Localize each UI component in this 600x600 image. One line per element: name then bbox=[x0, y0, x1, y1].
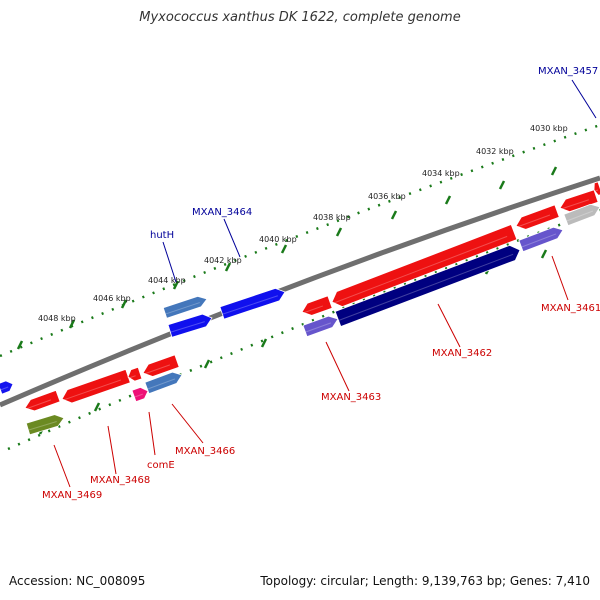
gene-label: hutH bbox=[150, 230, 174, 241]
gene-label: MXAN_3469 bbox=[42, 490, 102, 501]
gene-feature bbox=[167, 313, 213, 338]
gene-label: comE bbox=[147, 460, 175, 471]
label-leader bbox=[437, 303, 461, 348]
scale-tick bbox=[390, 210, 398, 220]
scale-label: 4044 kbp bbox=[148, 276, 186, 285]
gene-feature bbox=[142, 354, 180, 377]
gene-feature bbox=[302, 315, 339, 338]
label-leader bbox=[148, 411, 156, 456]
label-leader bbox=[223, 218, 241, 258]
gene-feature bbox=[518, 226, 564, 253]
scale-tick bbox=[203, 359, 211, 369]
label-leader bbox=[551, 255, 569, 301]
gene-feature bbox=[331, 224, 518, 308]
inner-dotted-track bbox=[7, 208, 600, 451]
gene-label: MXAN_3468 bbox=[90, 475, 150, 486]
gene-label: MXAN_3461 bbox=[541, 303, 600, 314]
gene-features bbox=[0, 181, 600, 436]
scale-labels: 4048 kbp 4046 kbp 4044 kbp 4042 kbp 4040 kbp… bbox=[38, 124, 568, 323]
gene-labels: MXAN_3457 MXAN_3464 hutH MXAN_3461 MXAN_3462… bbox=[42, 66, 600, 501]
scale-tick bbox=[224, 262, 232, 272]
scale-label: 4042 kbp bbox=[204, 256, 242, 265]
gene-feature bbox=[559, 189, 599, 213]
scale-tick bbox=[93, 402, 101, 412]
gene-feature bbox=[334, 244, 521, 327]
scale-tick bbox=[16, 340, 24, 350]
scale-tick bbox=[260, 338, 268, 348]
gene-feature bbox=[301, 295, 333, 316]
scale-label: 4048 kbp bbox=[38, 314, 76, 323]
gene-label: MXAN_3462 bbox=[432, 348, 492, 359]
label-leader bbox=[53, 444, 71, 488]
map-title: Myxococcus xanthus DK 1622, complete gen… bbox=[139, 10, 461, 25]
scale-tick bbox=[444, 195, 452, 205]
scale-tick bbox=[550, 166, 558, 176]
gene-feature bbox=[25, 414, 65, 436]
gene-feature bbox=[515, 204, 560, 230]
genome-info-text: Topology: circular; Length: 9,139,763 bp… bbox=[260, 574, 590, 588]
gene-feature bbox=[162, 295, 208, 319]
label-leaders bbox=[53, 79, 597, 488]
scale-tick bbox=[540, 249, 548, 259]
label-leader bbox=[162, 241, 177, 283]
gene-label: MXAN_3463 bbox=[321, 392, 381, 403]
gene-feature bbox=[0, 380, 14, 395]
gene-feature bbox=[593, 181, 600, 196]
scale-tick bbox=[498, 180, 506, 190]
scale-tick bbox=[280, 244, 288, 254]
gene-label: MXAN_3464 bbox=[192, 207, 252, 218]
scale-label: 4038 kbp bbox=[313, 213, 351, 222]
gene-feature bbox=[131, 386, 149, 403]
gene-feature bbox=[127, 366, 143, 382]
accession-text: Accession: NC_008095 bbox=[9, 574, 146, 588]
gene-feature bbox=[219, 287, 286, 320]
scale-label: 4030 kbp bbox=[530, 124, 568, 133]
gene-label: MXAN_3457 bbox=[538, 66, 598, 77]
scale-tick bbox=[120, 299, 128, 309]
scale-tick bbox=[68, 319, 76, 329]
scale-label: 4034 kbp bbox=[422, 169, 460, 178]
scale-label: 4032 kbp bbox=[476, 147, 514, 156]
gene-feature bbox=[563, 203, 600, 227]
label-leader bbox=[107, 425, 117, 475]
gene-label: MXAN_3466 bbox=[175, 446, 235, 457]
gene-feature bbox=[144, 371, 183, 395]
scale-label: 4036 kbp bbox=[368, 192, 406, 201]
scale-label: 4046 kbp bbox=[93, 294, 131, 303]
label-leader bbox=[171, 403, 204, 444]
gene-feature bbox=[24, 389, 61, 412]
scale-label: 4040 kbp bbox=[259, 235, 297, 244]
genome-backbone bbox=[0, 175, 600, 408]
scale-tick bbox=[172, 280, 180, 290]
scale-tick bbox=[335, 227, 343, 237]
label-leader bbox=[571, 79, 597, 119]
label-leader bbox=[325, 341, 350, 392]
